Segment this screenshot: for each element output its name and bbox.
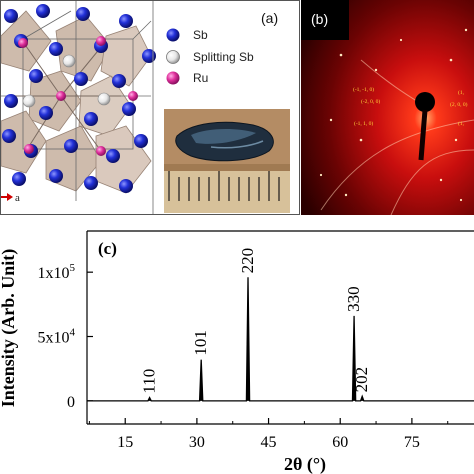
crystal-structure-figure: a (a) Sb Splitting Sb Ru: [1, 1, 290, 214]
bonds: [11, 38, 121, 152]
panel-a-crystal-structure: a (a) Sb Splitting Sb Ru: [0, 0, 300, 215]
peak-label: 202: [352, 367, 371, 393]
spot-label: (1,: [458, 120, 465, 127]
spot-label: (1,: [458, 89, 465, 96]
ruler-ticks: [168, 171, 280, 201]
xrd-peak: [352, 315, 356, 401]
splitting-sb-atoms: [22, 54, 111, 108]
crystal-photo: [164, 109, 290, 213]
peak-label: 220: [238, 248, 257, 274]
xrd-line: [87, 277, 474, 402]
panel-label-b: (b): [311, 11, 328, 27]
panel-label-a: (a): [261, 10, 278, 26]
y-axis-label: Intensity (Arb. Unit): [0, 249, 19, 408]
panel-c-xrd-chart: (c) Intensity (Arb. Unit) 2θ (°) 0 5x104 1…: [0, 216, 474, 474]
spot-labels-right: (1, (2, 0, 0) (1,: [450, 89, 468, 127]
y-tick-exponent: 4: [70, 327, 76, 339]
axis-indicator: a: [1, 192, 20, 204]
spot-label: (-1, -1, 0): [353, 86, 374, 93]
xrd-peak: [360, 396, 364, 401]
y-tick-label: 0: [67, 394, 75, 411]
legend-sb-marker: [166, 28, 180, 42]
beam-stop: [415, 92, 435, 161]
peak-label: 330: [344, 286, 363, 312]
axis-label-a: a: [15, 192, 20, 204]
xrd-trace: [87, 277, 474, 402]
panel-b-laue-pattern: (b) (-1, -1, 0) (-2, 0, 0) (-1, 1, 0) (1…: [301, 0, 474, 215]
x-tick-label: 75: [404, 434, 420, 451]
xrd-peak: [246, 277, 250, 401]
panel-label-c: (c): [98, 239, 117, 258]
peak-label: 110: [140, 369, 159, 394]
plot-frame: [86, 230, 474, 425]
y-ticks: 0 5x104 1x105: [38, 262, 93, 411]
spot-label: (-1, 1, 0): [354, 120, 373, 127]
legend-splitting-sb-label: Splitting Sb: [193, 50, 254, 64]
x-ticks: 15 30 45 60 75: [88, 418, 449, 451]
xrd-peak: [148, 397, 151, 401]
x-tick-label: 30: [189, 434, 205, 451]
xrd-chart: (c) Intensity (Arb. Unit) 2θ (°) 0 5x104 1…: [0, 230, 474, 474]
y-tick-label: 1x105: [38, 262, 76, 282]
y-tick-exponent: 5: [70, 262, 76, 274]
legend-ru-label: Ru: [193, 71, 208, 85]
spot-label: (2, 0, 0): [450, 101, 468, 108]
xrd-peak: [199, 359, 203, 401]
legend-sb-label: Sb: [193, 28, 208, 42]
sb-atoms: [2, 4, 156, 193]
legend: Sb Splitting Sb Ru: [166, 28, 254, 85]
legend-ru-marker: [166, 71, 180, 85]
laue-spots: [319, 28, 468, 202]
spot-labels-left: (-1, -1, 0) (-2, 0, 0) (-1, 1, 0): [353, 86, 380, 127]
peak-labels: 110 101 220 330 202: [140, 248, 372, 394]
x-tick-label: 45: [261, 434, 277, 451]
y-tick-label: 5x104: [38, 327, 76, 347]
x-tick-label: 60: [332, 434, 348, 451]
x-axis-label: 2θ (°): [284, 454, 326, 474]
ru-atoms: [18, 36, 138, 156]
peak-label: 101: [191, 330, 210, 356]
x-tick-label: 15: [117, 434, 133, 451]
spot-label: (-2, 0, 0): [361, 98, 380, 105]
legend-splitting-sb-marker: [166, 50, 180, 64]
laue-pattern-figure: (b) (-1, -1, 0) (-2, 0, 0) (-1, 1, 0) (1…: [301, 0, 474, 215]
